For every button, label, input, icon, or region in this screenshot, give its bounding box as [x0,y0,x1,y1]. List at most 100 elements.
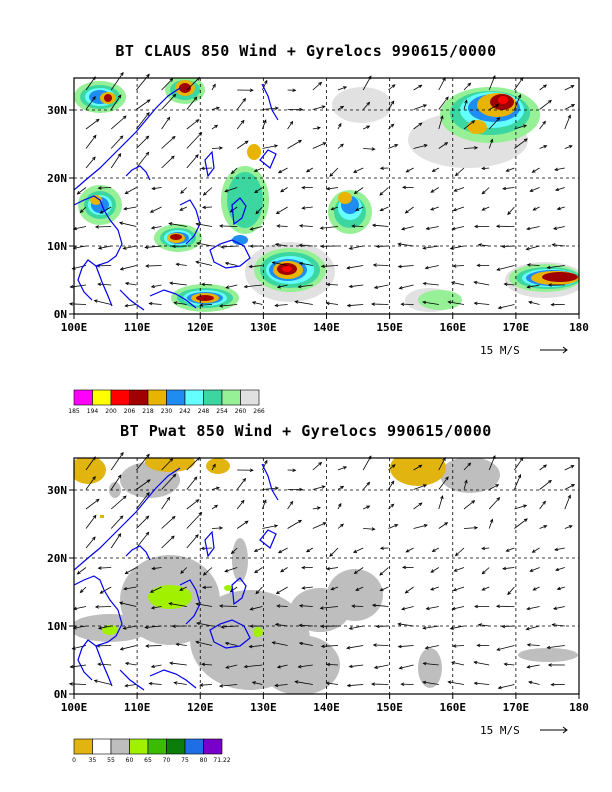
wind-arrow [186,534,199,549]
wind-arrow [176,643,187,646]
wind-arrow-head [195,222,200,226]
wind-arrow-head [543,464,548,469]
wind-arrow-head [473,301,478,306]
wind-arrow-head [145,135,150,140]
wind-arrow [426,226,439,230]
colorbar-swatch [129,389,149,406]
wind-arrow-head [552,226,558,230]
wind-arrow [225,284,238,289]
wind-arrow [236,120,245,130]
wind-arrow-head [276,285,281,289]
wind-arrow-head [253,168,258,172]
wind-arrow-head [320,624,325,629]
wind-arrow-head [471,500,476,504]
wind-arrow [426,606,439,610]
wind-arrow-head [280,188,285,193]
colorbar-swatch [147,389,167,406]
wind-arrow [152,567,162,570]
wind-arrow [406,547,414,553]
wind-arrow-head [254,189,259,194]
wind-arrow-head [554,547,559,552]
wind-arrow-head [298,623,303,628]
wind-arrow [254,547,263,552]
wind-arrow [423,283,439,286]
wind-arrow [221,245,238,248]
wind-arrow [539,84,547,91]
colorbar-label: 70 [163,757,171,764]
wind-arrow [452,606,465,610]
wind-arrow [312,462,322,471]
wind-arrow [406,167,414,173]
wind-arrow-head [253,548,258,552]
wind-arrow-head [243,284,248,289]
wind-arrow-head [481,570,486,575]
wind-arrow-head [495,484,500,488]
wind-arrow [211,487,220,490]
colorbar-label: 242 [179,408,191,415]
wind-arrow [85,156,96,169]
wind-arrow-head [274,242,279,247]
wind-arrow [463,527,478,529]
wind-arrow-head [254,569,259,574]
wind-arrow [287,501,293,510]
wind-arrow [502,567,515,570]
wind-arrow-head [68,682,73,686]
wind-arrow-head [99,590,104,594]
wind-arrow-head [173,681,178,685]
wind-arrow [125,567,137,574]
wind-arrow-head [171,515,176,520]
wind-arrow [136,515,149,529]
wind-arrow [120,645,137,650]
wind-arrow [398,265,414,268]
colorbar-swatch [203,389,223,406]
wind-arrow-head [444,142,449,146]
wind-arrow-head [122,246,127,250]
colorbar-label: 218 [142,408,154,415]
wind-arrow-head [373,665,378,669]
wind-arrow [564,465,574,471]
wind-arrow-head [148,301,153,306]
wind-arrow [254,187,263,193]
wind-arrow-head [119,515,124,520]
wind-arrow-head [294,680,299,684]
wind-arrow-head [215,106,220,111]
wind-arrow-head [298,243,303,248]
wind-arrow-head [146,453,150,458]
wind-arrow-head [476,263,481,268]
wind-arrow-head [471,120,476,124]
wind-arrow [321,265,339,267]
wind-arrow [225,642,238,646]
wind-arrow-head [244,140,249,145]
wind-arrow-head [351,604,356,608]
wind-arrow-head [249,227,254,231]
wind-arrow [275,304,288,307]
wind-arrow [277,225,288,227]
wind-arrow-head [322,142,327,146]
wind-arrow [85,515,97,529]
wind-arrow-head [464,99,468,104]
wind-arrow-head [526,643,531,647]
wind-arrow [352,605,364,607]
colorbar-swatch [221,389,241,406]
wind-arrow-head [474,224,478,229]
wind-arrow-head [523,504,528,508]
wind-arrow [252,301,263,305]
wind-arrow [363,148,375,150]
wind-arrow-head [425,226,430,231]
wind-arrow [489,104,499,110]
wind-arrow [349,284,364,288]
wind-arrow [100,586,112,594]
wind-arrow-head [97,662,102,667]
wind-arrow-head [301,565,306,570]
wind-arrow-head [375,624,380,629]
wind-arrow [125,187,137,194]
wind-arrow [502,245,515,248]
wind-arrow [203,187,213,196]
wind-arrow-head [551,623,556,627]
wind-arrow-head [571,484,576,488]
wind-arrow [275,623,288,627]
colorbar-swatch [147,738,167,755]
wind-arrow [527,644,540,646]
wind-arrow-head [150,284,155,289]
wind-arrow-head [430,207,435,211]
